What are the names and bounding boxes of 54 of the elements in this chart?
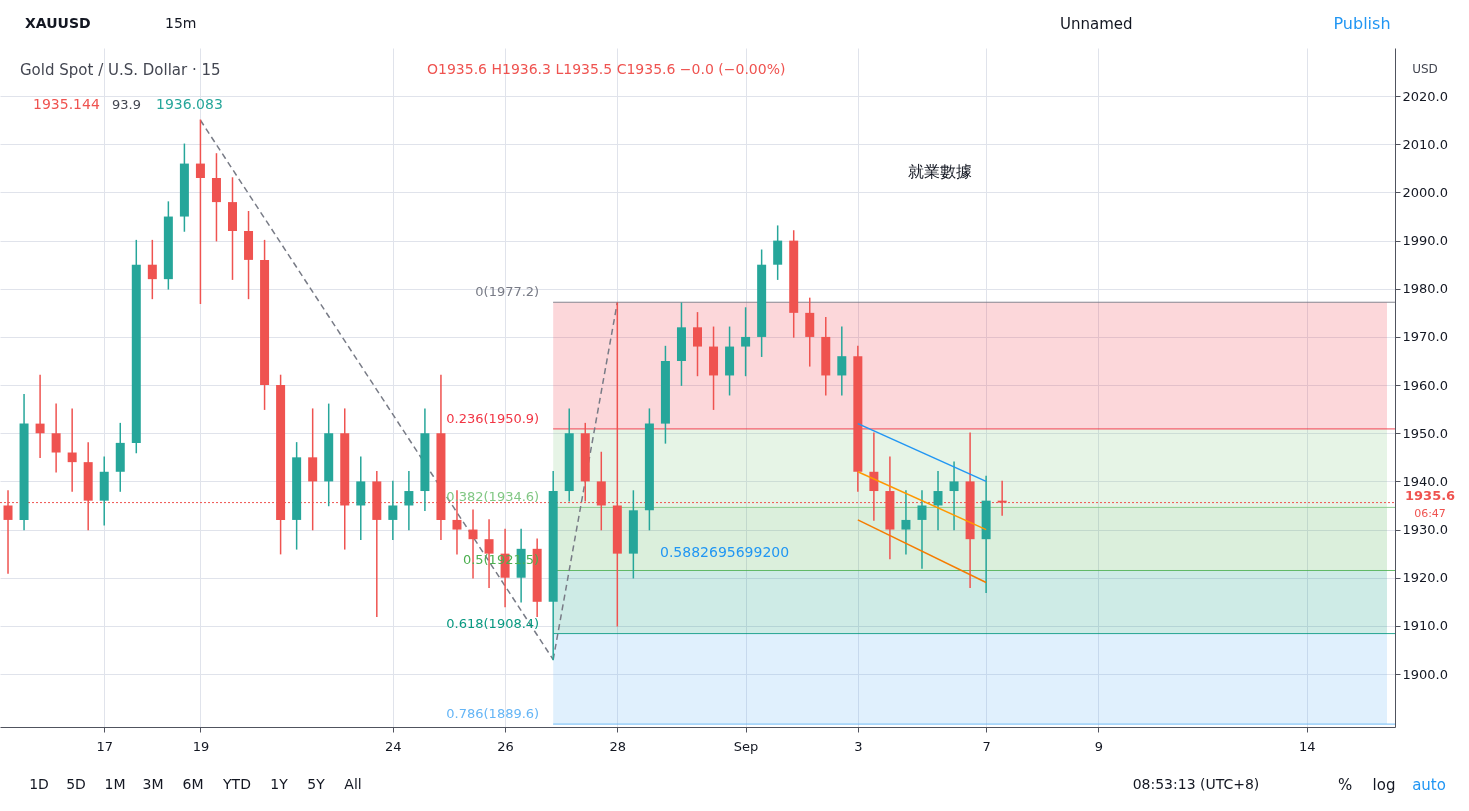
text: 08:53:13 (UTC+8) — [1132, 776, 1260, 792]
y-tick-label: 1960.0 — [1402, 377, 1448, 393]
text: 6M — [182, 776, 204, 792]
text: USD — [1412, 62, 1438, 76]
x-tick-label: 28 — [609, 738, 627, 754]
annotation: 1936.083 — [156, 96, 223, 112]
text: Publish — [1333, 14, 1391, 33]
y-tick-label: 1900.0 — [1402, 666, 1448, 682]
chart-title: XAUUSD — [25, 15, 91, 31]
y-tick-label: 1940.0 — [1402, 473, 1448, 489]
text: 5Y — [307, 776, 326, 792]
annotation: 就業數據 — [908, 162, 972, 181]
y-tick-label: 1950.0 — [1402, 425, 1448, 441]
y-tick-label: 2010.0 — [1402, 136, 1448, 152]
y-tick-label: 1990.0 — [1402, 233, 1448, 249]
x-tick-label: 7 — [982, 738, 991, 754]
text: 06:47 — [1414, 507, 1446, 520]
y-tick-label: 1910.0 — [1402, 618, 1448, 634]
y-tick-label: 1920.0 — [1402, 570, 1448, 586]
x-tick-label: 14 — [1299, 738, 1316, 754]
y-tick-label: 2000.0 — [1402, 184, 1448, 200]
text: Unnamed — [1060, 15, 1133, 33]
annotation: 93.9 — [112, 97, 141, 112]
text: YTD — [222, 776, 251, 792]
text: 3M — [142, 776, 164, 792]
y-tick-label: 1930.0 — [1402, 522, 1448, 538]
annotation: O1935.6 H1936.3 L1935.5 C1935.6 −0.0 (−0.00%) — [427, 61, 786, 77]
text: 5D — [66, 776, 86, 792]
text: auto — [1412, 776, 1446, 794]
y-tick-label: 2020.0 — [1402, 88, 1448, 104]
y-tick-label: 1970.0 — [1402, 329, 1448, 345]
annotation: 0.5882695699200 — [660, 544, 790, 560]
x-tick-label: 26 — [497, 738, 514, 754]
ref-line-label: 0.236(1950.9) — [446, 410, 540, 426]
text: All — [344, 776, 362, 792]
x-tick-label: 24 — [385, 738, 402, 754]
text: Gold Spot / U.S. Dollar · 15 — [20, 61, 221, 79]
x-tick-label: 19 — [192, 738, 210, 754]
x-tick-label: Sep — [733, 738, 759, 754]
text: 15m — [165, 15, 197, 31]
ref-line-label: 1935.6 — [1405, 487, 1456, 503]
ref-line-label: 0(1977.2) — [475, 284, 540, 300]
x-tick-label: 9 — [1094, 738, 1103, 754]
x-tick-label: 17 — [96, 738, 113, 754]
text: log — [1372, 776, 1396, 794]
ref-line-label: 0.618(1908.4) — [446, 615, 540, 631]
text: 1Y — [270, 776, 289, 792]
y-tick-label: 1980.0 — [1402, 281, 1448, 297]
annotation: 1935.144 — [33, 96, 100, 112]
x-tick-label: 3 — [854, 738, 863, 754]
text: % — [1337, 776, 1353, 794]
ref-line-label: 0.786(1889.6) — [446, 706, 540, 722]
text: 1D — [29, 776, 49, 792]
text: 1M — [104, 776, 126, 792]
